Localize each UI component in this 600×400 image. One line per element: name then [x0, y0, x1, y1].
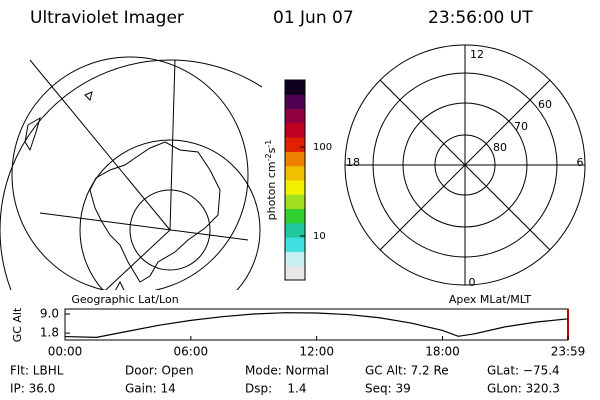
- lat-circle: [79, 139, 261, 290]
- status-field: Mode: Normal: [245, 364, 329, 378]
- lon-line: [39, 212, 249, 241]
- status-field: Gain: 14: [125, 382, 176, 396]
- mlt-label: 18: [346, 156, 360, 169]
- status-field: IP: 36.0: [10, 382, 55, 396]
- color-step: [285, 222, 305, 238]
- status-field: Flt: LBHL: [10, 364, 64, 378]
- timeline-frame: [64, 308, 569, 341]
- x-tick-label: 00:00: [48, 345, 83, 359]
- date: 01 Jun 07: [273, 8, 354, 28]
- x-tick-label: 12:00: [299, 345, 334, 359]
- label-part: -2: [264, 153, 273, 161]
- lon-line: [29, 59, 171, 231]
- panel-label: Apex MLat/MLT: [449, 293, 532, 306]
- label-part: s: [265, 147, 278, 153]
- x-tick-label: 23:59: [551, 345, 586, 359]
- color-step: [285, 122, 305, 138]
- mlt-label: 0: [469, 276, 476, 289]
- y-label: GC Alt: [11, 307, 24, 342]
- status-field: GLat: −75.4: [487, 364, 560, 378]
- lat-circle: [0, 59, 262, 290]
- colorbar-frame: [284, 79, 306, 281]
- altitude-line: [64, 312, 569, 338]
- status-field: GLon: 320.3: [487, 382, 560, 396]
- title: Ultraviolet Imager: [30, 8, 184, 28]
- colorbar-tick-label: 10: [313, 231, 326, 242]
- color-step: [285, 237, 305, 252]
- status-field: GC Alt: 7.2 Re: [365, 364, 449, 378]
- color-step: [285, 151, 305, 167]
- geo-map: [0, 56, 262, 290]
- color-step: [285, 194, 305, 210]
- color-step: [285, 165, 305, 181]
- mlat-label: 80: [493, 141, 507, 154]
- color-step: [285, 180, 305, 195]
- mlt-label: 12: [470, 48, 484, 61]
- y-tick-label: 1.8: [40, 326, 59, 340]
- label-part: photon cm: [265, 161, 278, 220]
- polar-grid: [344, 44, 586, 286]
- color-step: [285, 80, 305, 95]
- color-step: [285, 251, 305, 267]
- time: 23:56:00 UT: [428, 8, 533, 28]
- color-step: [285, 137, 305, 152]
- y-tick-label: 9.0: [40, 307, 59, 321]
- x-tick-label: 06:00: [174, 345, 209, 359]
- lon-line: [169, 59, 176, 231]
- color-step: [285, 94, 305, 110]
- mlat-label: 60: [538, 98, 552, 111]
- coastline: [89, 141, 221, 283]
- colorbar-label: photon cm-2s-1: [264, 140, 279, 221]
- x-tick-label: 18:00: [425, 345, 460, 359]
- colorbar-tick-label: 100: [313, 142, 332, 153]
- mlat-label: 70: [514, 120, 528, 133]
- color-step: [285, 265, 305, 281]
- limb: [11, 56, 249, 290]
- label-part: -1: [264, 140, 273, 148]
- lon-line: [104, 229, 171, 290]
- status-field: Seq: 39: [365, 382, 411, 396]
- lat-circle: [129, 189, 211, 271]
- coastline: [24, 91, 125, 290]
- mlt-label: 6: [577, 156, 584, 169]
- color-step: [285, 208, 305, 224]
- status-field: Door: Open: [125, 364, 194, 378]
- panel-label: Geographic Lat/Lon: [71, 293, 178, 306]
- color-step: [285, 108, 305, 124]
- status-field: Dsp: 1.4: [245, 382, 307, 396]
